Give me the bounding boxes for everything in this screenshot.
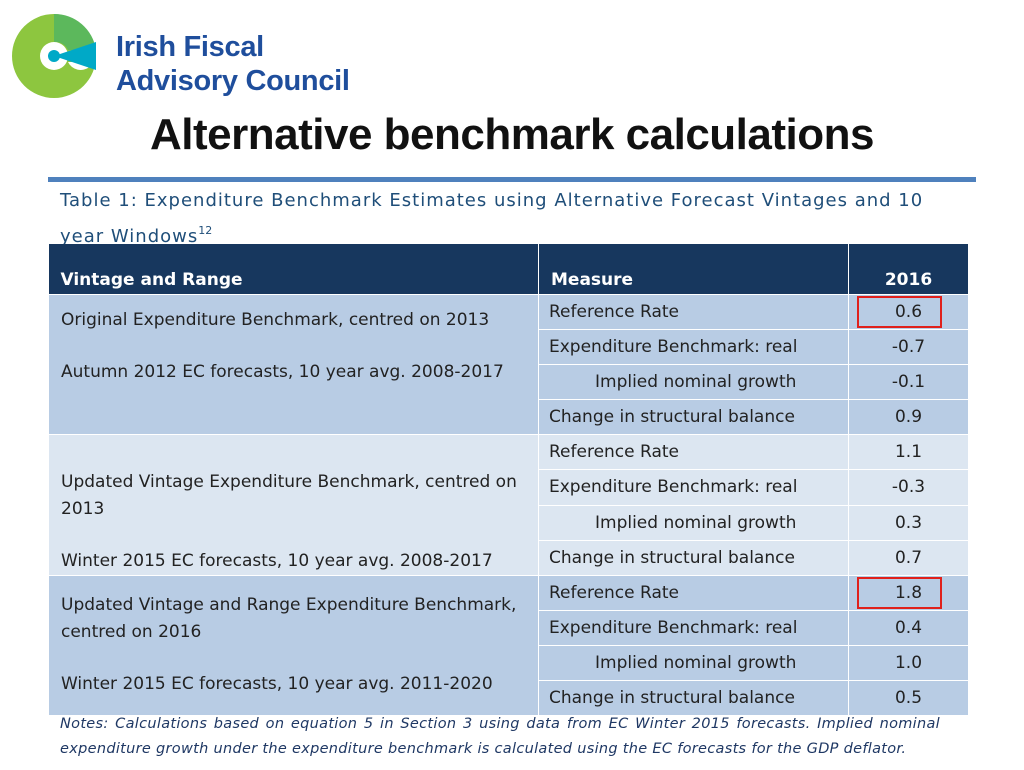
value-cell: 0.5 [848, 680, 969, 716]
value-cell: 0.6 [848, 294, 969, 330]
measure-cell: Change in structural balance [538, 680, 849, 716]
table-row: Original Expenditure Benchmark, centred … [48, 294, 969, 435]
table-row: Change in structural balance 0.7 [49, 539, 969, 577]
highlight-box [857, 296, 942, 328]
vintage-description: Original Expenditure Benchmark, centred … [61, 310, 490, 330]
measure-cell: Implied nominal growth [538, 364, 849, 400]
vintage-description: Updated Vintage and Range Expenditure Be… [61, 595, 517, 642]
table-row: Expenditure Benchmark: real -0.3 [49, 469, 969, 506]
measure-cell: Expenditure Benchmark: real [538, 469, 849, 506]
measure-cell: Change in structural balance [538, 539, 849, 577]
logo-mark-icon [12, 13, 96, 98]
vintage-description: Updated Vintage Expenditure Benchmark, c… [61, 472, 517, 519]
vintage-range: Autumn 2012 EC forecasts, 10 year avg. 2… [61, 362, 504, 382]
measure-cell: Reference Rate [538, 433, 849, 471]
table-row: Implied nominal growth 1.0 [49, 645, 969, 681]
benchmark-table: Vintage and Range Measure 2016 Original … [48, 244, 969, 716]
table-row: Expenditure Benchmark: real -0.7 [49, 329, 969, 365]
value-cell: -0.1 [848, 364, 969, 400]
measure-cell: Expenditure Benchmark: real [538, 329, 849, 365]
header-vintage: Vintage and Range [48, 244, 539, 295]
table-row: Change in structural balance 0.5 [49, 680, 969, 716]
table-notes: Notes: Calculations based on equation 5 … [60, 716, 940, 757]
vintage-cell: Updated Vintage Expenditure Benchmark, c… [48, 434, 539, 576]
logo-line-2: Advisory Council [116, 65, 350, 97]
vintage-cell: Original Expenditure Benchmark, centred … [48, 294, 539, 435]
page-title: Alternative benchmark calculations [150, 110, 874, 159]
measure-cell: Change in structural balance [538, 399, 849, 435]
table-row: Implied nominal growth -0.1 [49, 364, 969, 400]
header-year: 2016 [848, 244, 969, 295]
measure-cell: Implied nominal growth [538, 645, 849, 681]
logo-text: Irish Fiscal Advisory Council [116, 30, 350, 98]
value-cell: 1.0 [848, 645, 969, 681]
value-cell: 0.9 [848, 399, 969, 435]
vintage-cell: Updated Vintage and Range Expenditure Be… [48, 575, 539, 716]
table-row: Updated Vintage Expenditure Benchmark, c… [48, 433, 969, 576]
value-cell: 1.1 [848, 433, 969, 471]
logo: Irish Fiscal Advisory Council [10, 12, 370, 102]
value-cell: 0.3 [848, 504, 969, 541]
value-cell: 1.8 [848, 575, 969, 611]
value-cell: 0.7 [848, 539, 969, 577]
table-row: Expenditure Benchmark: real 0.4 [49, 610, 969, 646]
table-caption: Table 1: Expenditure Benchmark Estimates… [60, 186, 960, 252]
table-row: Change in structural balance 0.9 [49, 399, 969, 435]
vintage-range: Winter 2015 EC forecasts, 10 year avg. 2… [61, 551, 493, 571]
vintage-range: Winter 2015 EC forecasts, 10 year avg. 2… [61, 674, 493, 694]
value-cell: 0.4 [848, 610, 969, 646]
highlight-box [857, 577, 942, 609]
measure-cell: Reference Rate [538, 575, 849, 611]
measure-cell: Implied nominal growth [538, 504, 849, 541]
table-caption-footnote: 12 [198, 224, 213, 237]
value-text: 0.6 [894, 302, 923, 322]
measure-cell: Expenditure Benchmark: real [538, 610, 849, 646]
logo-line-1: Irish Fiscal [116, 31, 264, 63]
value-text: 1.8 [894, 583, 923, 603]
header-measure: Measure [538, 244, 849, 295]
table-row: Updated Vintage and Range Expenditure Be… [48, 575, 969, 716]
table-header-row: Vintage and Range Measure 2016 [48, 244, 969, 295]
table-caption-text: Table 1: Expenditure Benchmark Estimates… [60, 190, 924, 247]
value-cell: -0.7 [848, 329, 969, 365]
value-cell: -0.3 [848, 469, 969, 506]
measure-cell: Reference Rate [538, 294, 849, 330]
title-divider [48, 177, 976, 182]
table-row: Implied nominal growth 0.3 [49, 504, 969, 541]
